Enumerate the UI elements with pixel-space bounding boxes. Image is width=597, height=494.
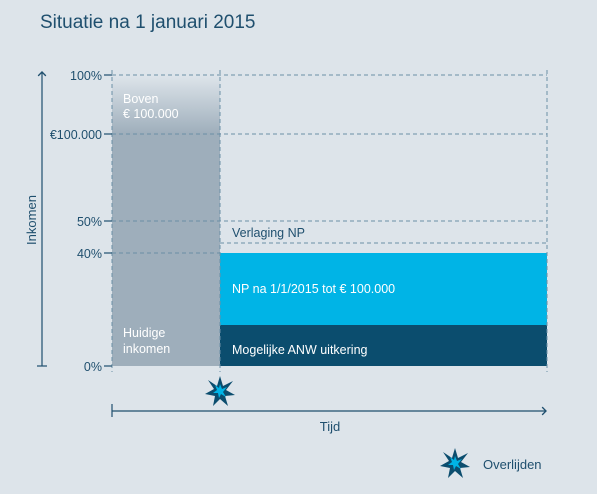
legend: Overlijden	[440, 448, 542, 478]
tick-label-100pct: 100%	[70, 69, 102, 83]
np-block	[220, 253, 547, 325]
page-title: Situatie na 1 januari 2015	[40, 12, 256, 33]
above-100k-fade	[112, 76, 220, 134]
anw-label: Mogelijke ANW uitkering	[232, 343, 368, 357]
legend-label: Overlijden	[483, 457, 542, 472]
np-label: NP na 1/1/2015 tot € 100.000	[232, 282, 395, 296]
boven-label-1: Boven	[123, 92, 158, 106]
tick-label-50pct: 50%	[77, 215, 102, 229]
y-axis-label: Inkomen	[24, 195, 39, 245]
boven-label-2: € 100.000	[123, 107, 179, 121]
legend-death-star-icon	[440, 448, 470, 478]
x-axis-label: Tijd	[320, 419, 340, 434]
tick-label-40pct: 40%	[77, 247, 102, 261]
death-star-icon	[205, 376, 235, 406]
tick-label-100k: €100.000	[50, 128, 102, 142]
huidige-label-1: Huidige	[123, 326, 165, 340]
tick-label-0pct: 0%	[84, 360, 102, 374]
huidige-label-2: inkomen	[123, 342, 170, 356]
verlaging-label: Verlaging NP	[232, 226, 305, 240]
current-income-bar	[112, 122, 220, 366]
anw-block	[220, 325, 547, 366]
